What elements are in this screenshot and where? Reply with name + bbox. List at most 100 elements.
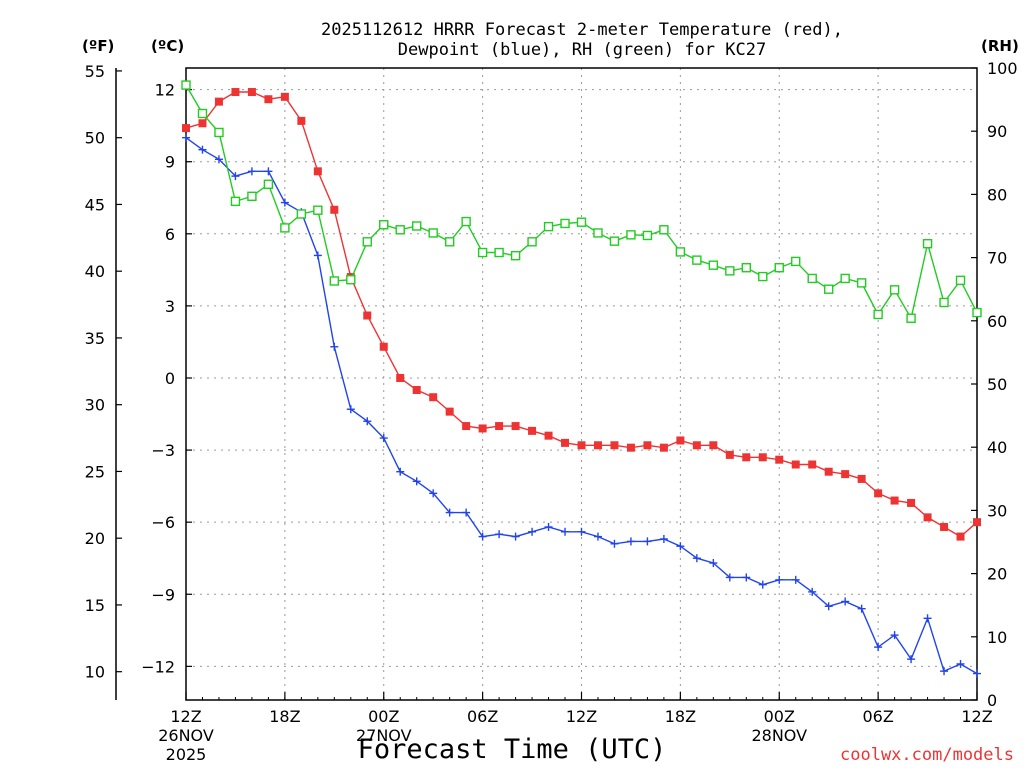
temperature-point: [280, 92, 289, 101]
temperature-point: [297, 116, 306, 125]
rh-point: [856, 278, 867, 288]
time-tick-label: 00Z: [368, 707, 399, 726]
dewpoint-point: [907, 655, 916, 664]
dewpoint-point: [231, 172, 240, 181]
rh-tick-label: 20: [987, 565, 1007, 584]
celsius-tick-label: −6: [151, 513, 175, 532]
temperature-point: [412, 386, 421, 395]
dewpoint-point: [709, 559, 718, 568]
rh-tick-label: 90: [987, 122, 1007, 141]
celsius-unit-label: (ºC): [151, 37, 184, 55]
temperature-point: [528, 426, 537, 435]
chart-title-line-2: Dewpoint (blue), RH (green) for KC27: [398, 40, 766, 60]
temperature-point: [676, 436, 685, 445]
rh-point: [758, 271, 768, 282]
rh-tick-label: 60: [987, 312, 1007, 331]
rh-point: [510, 251, 521, 261]
rh-point: [576, 217, 587, 227]
fahrenheit-axis: 55 50 45 40 35 30 25 20 15 10: [85, 62, 122, 682]
rh-point: [774, 263, 784, 273]
temperature-point: [808, 460, 817, 469]
dewpoint-point: [198, 145, 207, 154]
rh-point: [823, 284, 834, 294]
time-tick-label: 00Z: [764, 707, 795, 726]
dewpoint-point: [874, 643, 883, 652]
temperature-point: [824, 467, 833, 476]
rh-point: [543, 221, 554, 232]
time-tick-date: 26NOV: [158, 726, 214, 745]
time-tick-label: 12Z: [961, 707, 992, 726]
dewpoint-point: [857, 604, 866, 613]
chart-title-line-1: 2025112612 HRRR Forecast 2-meter Tempera…: [321, 20, 843, 40]
dewpoint-point: [247, 167, 256, 176]
rh-point: [329, 276, 340, 286]
temperature-point: [231, 88, 240, 97]
dewpoint-point: [692, 554, 701, 563]
rh-point: [642, 230, 653, 241]
temperature-point: [890, 496, 899, 505]
dewpoint-point: [528, 527, 537, 536]
rh-point: [675, 247, 686, 257]
temperature-point: [561, 438, 570, 447]
dewpoint-point: [280, 198, 289, 207]
temperature-point: [940, 522, 949, 531]
rh-unit-label: (RH): [981, 37, 1019, 55]
rh-point: [379, 220, 389, 230]
celsius-tick-label: 9: [165, 153, 175, 172]
celsius-axis: 12 9 6 3 0 −3 −6 −9 −12: [141, 81, 192, 676]
chart-gridlines: [186, 68, 977, 700]
dewpoint-point: [561, 527, 570, 536]
rh-point: [708, 260, 719, 270]
celsius-tick-label: 6: [165, 225, 175, 244]
rh-point: [346, 275, 356, 285]
rh-point: [494, 247, 504, 258]
dewpoint-point: [923, 614, 932, 623]
temperature-point: [709, 441, 718, 450]
rh-tick-label: 40: [987, 438, 1007, 457]
rh-point: [560, 218, 570, 229]
dewpoint-point: [495, 530, 504, 539]
celsius-tick-label: −3: [151, 441, 175, 460]
dewpoint-point: [791, 575, 800, 584]
rh-point: [939, 297, 949, 308]
time-tick-label: 12Z: [170, 707, 201, 726]
fahrenheit-tick-label: 25: [85, 462, 105, 481]
rh-point: [313, 205, 323, 215]
dewpoint-point: [890, 631, 899, 640]
rh-point: [922, 238, 933, 249]
dewpoint-point: [346, 405, 355, 414]
temperature-point: [429, 393, 438, 402]
dewpoint-point: [824, 602, 833, 611]
dewpoint-point: [940, 667, 949, 676]
temperature-point: [511, 422, 520, 431]
dewpoint-point: [775, 575, 784, 584]
temperature-point: [396, 373, 405, 382]
dewpoint-point: [214, 155, 223, 164]
rh-point: [889, 285, 900, 295]
rh-point: [659, 225, 669, 235]
temperature-point: [956, 532, 965, 541]
temperature-point: [330, 205, 339, 214]
rh-point: [692, 255, 702, 265]
celsius-tick-label: 12: [155, 81, 175, 100]
rh-point: [461, 216, 471, 227]
dewpoint-point: [445, 508, 454, 517]
dewpoint-point: [841, 597, 850, 606]
temperature-point: [313, 167, 322, 176]
fahrenheit-tick-label: 15: [85, 596, 105, 615]
rh-point: [280, 223, 290, 233]
rh-point: [807, 273, 817, 284]
rh-tick-label: 50: [987, 375, 1007, 394]
rh-tick-label: 10: [987, 628, 1007, 647]
fahrenheit-tick-label: 45: [85, 195, 105, 214]
time-tick-year: 2025: [166, 745, 207, 764]
temperature-point: [643, 441, 652, 450]
temperature-point: [791, 460, 800, 469]
dewpoint-point: [429, 489, 438, 498]
temperature-point: [379, 342, 388, 351]
dewpoint-point: [610, 539, 619, 548]
rh-point: [428, 228, 438, 238]
temperature-point: [247, 88, 256, 97]
